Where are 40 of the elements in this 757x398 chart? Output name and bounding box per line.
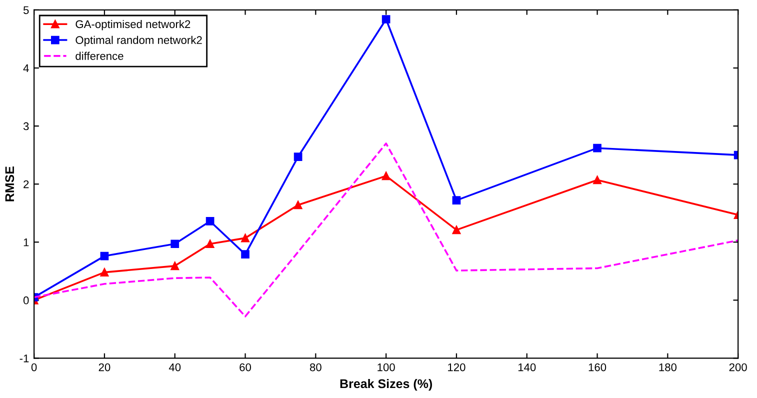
point: [452, 226, 461, 234]
point: [170, 262, 180, 270]
y-tick-label: 5: [23, 6, 29, 14]
point: [170, 240, 180, 248]
y-tick-label: 1: [24, 238, 29, 246]
x-tick-label: 40: [168, 363, 181, 372]
x-tick-label: 200: [729, 363, 747, 372]
point: [206, 240, 214, 248]
x-axis-title: Break Sizes (%): [340, 378, 432, 391]
x-tick-label: 100: [378, 363, 395, 372]
legend-label: Optimal random network2: [76, 36, 202, 46]
point: [593, 144, 602, 152]
x-tick-label: 120: [448, 363, 466, 372]
x-tick-label: 80: [310, 363, 322, 372]
y-tick-label: 4: [23, 64, 29, 72]
point: [294, 152, 302, 161]
point: [241, 250, 250, 258]
point: [382, 15, 390, 24]
point: [241, 234, 250, 242]
line-series: [34, 142, 738, 318]
y-axis-title: RMSE: [5, 166, 14, 202]
legend-label: difference: [76, 52, 124, 60]
x-tick-label: 20: [98, 363, 110, 372]
y-tick-label: 3: [23, 122, 29, 130]
x-tick-label: 60: [240, 363, 252, 372]
point: [382, 172, 390, 180]
point: [206, 217, 214, 226]
y-tick-label: 2: [24, 180, 29, 188]
y-tick-label: -1: [20, 354, 29, 362]
point: [100, 252, 109, 260]
point: [452, 196, 461, 204]
legend-label: GA-optimised network2: [76, 20, 190, 30]
x-tick-label: 140: [518, 363, 536, 372]
point: [100, 268, 109, 276]
x-tick-label: 160: [588, 363, 606, 372]
y-tick-label: 0: [23, 296, 29, 304]
x-tick-label: 180: [659, 363, 677, 372]
point: [294, 200, 302, 210]
x-tick-label: 0: [31, 363, 37, 372]
point: [593, 176, 602, 184]
